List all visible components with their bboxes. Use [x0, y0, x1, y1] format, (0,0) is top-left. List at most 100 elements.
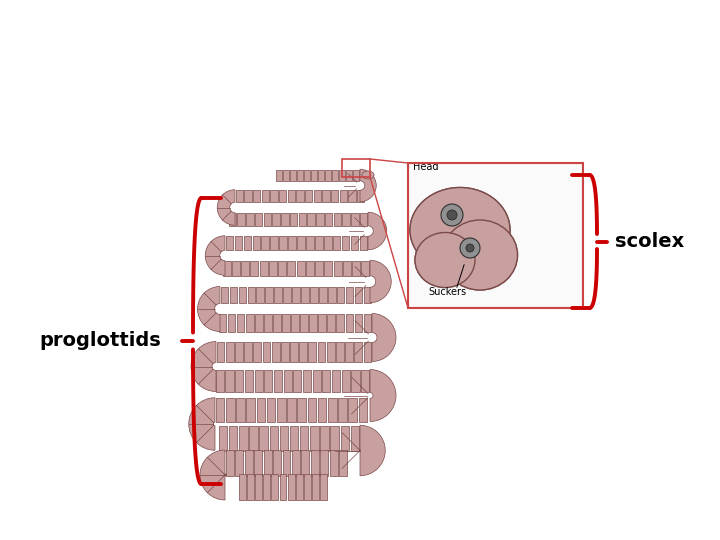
Polygon shape — [291, 314, 299, 332]
Polygon shape — [228, 314, 235, 332]
Polygon shape — [225, 370, 233, 392]
Wedge shape — [368, 212, 387, 249]
Wedge shape — [205, 236, 225, 275]
Polygon shape — [219, 426, 228, 450]
Polygon shape — [239, 426, 248, 450]
Polygon shape — [247, 474, 253, 500]
Polygon shape — [323, 190, 330, 202]
Polygon shape — [361, 370, 369, 392]
Polygon shape — [264, 314, 271, 332]
Polygon shape — [311, 450, 319, 476]
Polygon shape — [216, 398, 225, 422]
Polygon shape — [352, 260, 360, 275]
Polygon shape — [297, 170, 303, 180]
Polygon shape — [243, 236, 251, 250]
Polygon shape — [324, 236, 331, 250]
Polygon shape — [219, 314, 226, 332]
Polygon shape — [272, 213, 280, 226]
Polygon shape — [274, 287, 282, 303]
Polygon shape — [351, 213, 359, 226]
Polygon shape — [277, 398, 286, 422]
Polygon shape — [244, 342, 252, 362]
Polygon shape — [287, 260, 295, 275]
Polygon shape — [328, 314, 335, 332]
Polygon shape — [351, 370, 359, 392]
Polygon shape — [229, 426, 238, 450]
Polygon shape — [346, 170, 352, 180]
Polygon shape — [235, 342, 243, 362]
Polygon shape — [241, 260, 249, 275]
Polygon shape — [271, 190, 278, 202]
Wedge shape — [372, 314, 396, 361]
Polygon shape — [319, 287, 327, 303]
Wedge shape — [217, 190, 235, 225]
Polygon shape — [360, 213, 367, 226]
Polygon shape — [290, 342, 298, 362]
Polygon shape — [283, 170, 289, 180]
Polygon shape — [297, 236, 305, 250]
Polygon shape — [351, 426, 359, 450]
Polygon shape — [314, 190, 321, 202]
Polygon shape — [332, 170, 338, 180]
Polygon shape — [260, 260, 268, 275]
Polygon shape — [221, 287, 228, 303]
Text: 2 body regions: scolex and proglottids: 2 body regions: scolex and proglottids — [127, 63, 472, 81]
Polygon shape — [271, 236, 278, 250]
Polygon shape — [316, 213, 323, 226]
Polygon shape — [355, 287, 362, 303]
Polygon shape — [364, 287, 372, 303]
Polygon shape — [245, 450, 253, 476]
Polygon shape — [232, 260, 240, 275]
Polygon shape — [238, 474, 246, 500]
Polygon shape — [341, 426, 349, 450]
Polygon shape — [364, 287, 372, 303]
Polygon shape — [226, 342, 233, 362]
Polygon shape — [253, 342, 261, 362]
Polygon shape — [328, 287, 336, 303]
Ellipse shape — [362, 171, 374, 179]
Polygon shape — [310, 314, 317, 332]
Polygon shape — [279, 236, 287, 250]
Polygon shape — [320, 474, 328, 500]
Polygon shape — [297, 398, 306, 422]
Polygon shape — [311, 450, 319, 476]
Polygon shape — [334, 260, 341, 275]
Polygon shape — [307, 398, 316, 422]
Polygon shape — [351, 236, 359, 250]
Polygon shape — [340, 190, 347, 202]
Polygon shape — [342, 370, 350, 392]
Polygon shape — [290, 426, 298, 450]
Polygon shape — [360, 236, 367, 250]
Polygon shape — [282, 314, 289, 332]
Polygon shape — [345, 342, 353, 362]
Polygon shape — [320, 426, 329, 450]
Wedge shape — [360, 426, 385, 476]
Polygon shape — [292, 450, 300, 476]
Polygon shape — [279, 426, 288, 450]
Polygon shape — [312, 474, 319, 500]
Polygon shape — [216, 370, 224, 392]
Polygon shape — [327, 342, 335, 362]
Polygon shape — [341, 426, 349, 450]
Polygon shape — [253, 342, 261, 362]
Polygon shape — [354, 342, 362, 362]
Polygon shape — [354, 170, 359, 180]
Polygon shape — [337, 287, 344, 303]
Polygon shape — [246, 314, 253, 332]
Circle shape — [460, 238, 480, 258]
Wedge shape — [370, 260, 391, 303]
Polygon shape — [360, 236, 367, 250]
Polygon shape — [225, 236, 233, 250]
Polygon shape — [314, 190, 321, 202]
Polygon shape — [354, 170, 359, 180]
Polygon shape — [290, 426, 298, 450]
Polygon shape — [330, 426, 339, 450]
Polygon shape — [225, 370, 233, 392]
Polygon shape — [256, 398, 265, 422]
Polygon shape — [299, 213, 306, 226]
Polygon shape — [330, 450, 338, 476]
Polygon shape — [339, 450, 347, 476]
Polygon shape — [271, 342, 279, 362]
Polygon shape — [300, 314, 308, 332]
Polygon shape — [360, 213, 367, 226]
